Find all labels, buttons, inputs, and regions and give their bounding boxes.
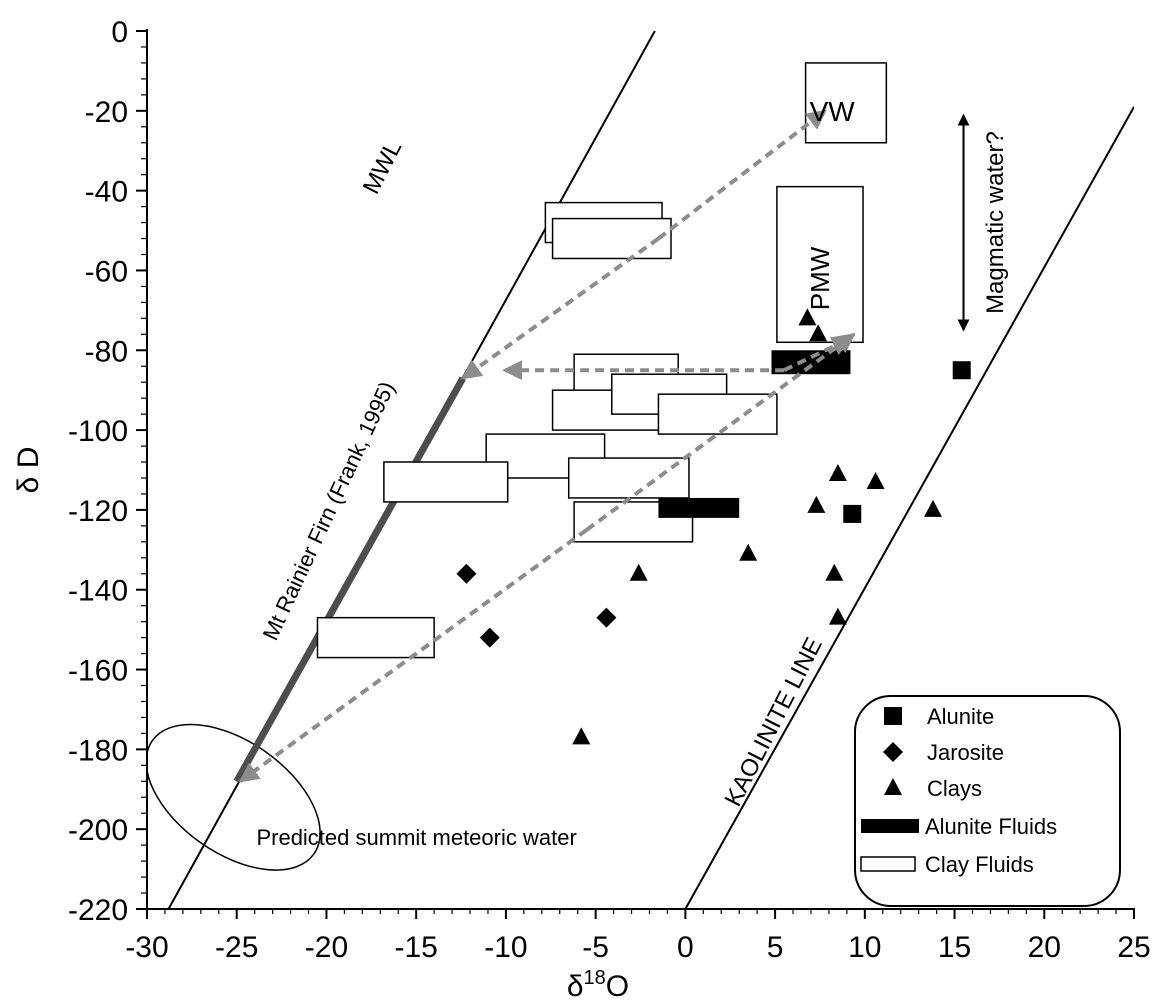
kaolinite-line [684,106,1134,909]
vw-label: VW [810,96,856,127]
firn-label: Mt Rainier Firn (Frank, 1995) [258,377,400,644]
alunite-point [952,361,971,380]
legend-label: Alunite Fluids [925,814,1057,839]
x-tick-label: -20 [305,931,348,964]
clay-point [825,563,844,581]
y-tick-label: -80 [85,335,128,368]
alunite-fluid-bar [658,497,740,518]
clay-point [809,324,828,342]
summit-water-ellipse [147,723,321,871]
y-axis-label: δ D [12,447,45,494]
y-tick-label: -40 [85,176,128,209]
clay-fluid-box [657,393,778,435]
legend-clays-swatch [884,778,902,795]
y-tick-label: 0 [111,16,128,49]
x-tick-label: -30 [125,931,168,964]
y-tick-label: -180 [68,734,128,767]
alunite-point [843,504,862,523]
kaolinite-label: KAOLINITE LINE [720,633,828,810]
legend-label: Jarosite [927,740,1004,765]
y-tick-label: -140 [68,575,128,608]
y-tick-label: -20 [85,96,128,129]
y-tick-label: -100 [68,415,128,448]
trend-arrow [238,528,588,783]
clay-point [807,495,826,513]
y-tick-label: -200 [68,814,128,847]
summit-water-label: Predicted summit meteoric water [256,825,576,850]
trend-arrow [461,236,660,380]
axes: Alunite Jarosite Clays Alunite Fluids Clay F… [68,16,1151,964]
clay-point [798,308,817,326]
clay-fluid-box [567,457,690,499]
clay-fluid-box [316,616,435,659]
x-tick-label: 5 [767,931,784,964]
x-axis-label-prefix: δ [567,970,584,1003]
clay-fluid-box [551,217,672,260]
clay-point [739,543,758,561]
pmw-label: PMW [805,246,835,310]
clay-point [828,607,847,625]
legend-label: Clays [927,776,982,801]
x-axis-label: δ18O [567,967,629,1003]
y-tick-label: -220 [68,894,128,927]
clay-point [866,471,885,489]
legend-jarosite-swatch [883,742,903,762]
clay-fluid-box [383,461,509,503]
x-tick-label: 25 [1117,931,1150,964]
y-tick-label: -120 [68,495,128,528]
x-axis-label-suffix: O [606,970,629,1003]
jarosite-point [456,563,477,584]
legend-alunite-fluids-swatch [861,819,919,833]
x-tick-label: -5 [582,931,609,964]
x-tick-label: 15 [938,931,971,964]
legend-clay-fluids-swatch [860,856,916,872]
legend-label: Clay Fluids [925,852,1034,877]
clay-point [572,727,591,745]
jarosite-point [596,607,617,628]
x-tick-label: 10 [848,931,881,964]
magmatic-label: Magmatic water? [982,131,1009,314]
y-tick-label: -60 [85,255,128,288]
y-tick-label: -160 [68,655,128,688]
legend-box [854,695,1121,907]
clay-point [629,563,648,581]
legend-alunite-swatch [884,707,902,725]
mwl-label: MWL [358,136,407,198]
firn-line [233,376,466,784]
x-tick-label: -10 [484,931,527,964]
x-tick-label: 0 [677,931,694,964]
x-tick-label: -25 [215,931,258,964]
x-tick-label: 20 [1028,931,1061,964]
trend-arrow [585,332,856,532]
x-tick-label: -15 [395,931,438,964]
trend-arrow [657,109,827,241]
jarosite-point [479,627,500,648]
legend-label: Alunite [927,704,994,729]
clay-point [828,463,847,481]
clay-point [924,499,943,517]
x-axis-label-sup: 18 [584,967,606,989]
pmw-box [776,185,864,344]
